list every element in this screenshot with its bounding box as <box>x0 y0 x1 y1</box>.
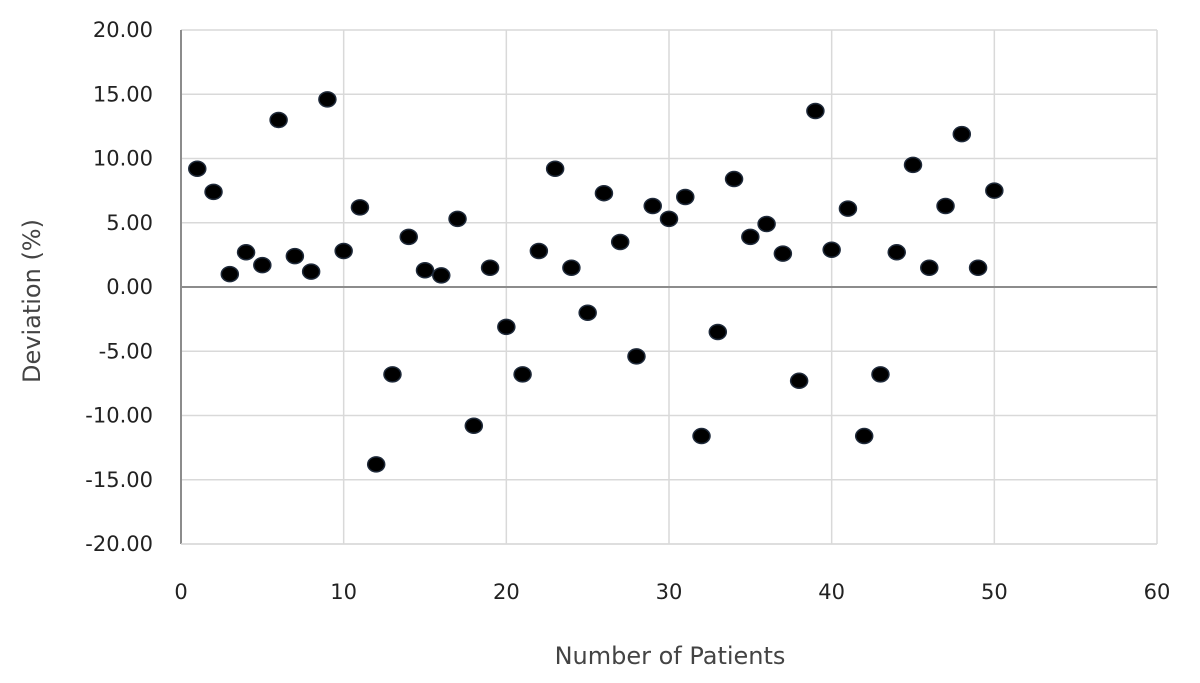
data-point <box>432 267 451 284</box>
data-point <box>415 262 435 279</box>
data-point <box>741 228 760 246</box>
data-point <box>676 188 695 206</box>
data-point <box>383 366 402 383</box>
data-point <box>708 323 728 341</box>
data-point <box>887 244 906 261</box>
data-point <box>952 125 972 143</box>
data-point <box>529 242 549 260</box>
y-tick-label: -20.00 <box>85 532 153 556</box>
data-point <box>773 245 793 262</box>
data-point <box>643 197 662 215</box>
data-point <box>480 259 500 276</box>
data-point <box>724 170 744 188</box>
tick-labels: 20.00 15.00 10.00 5.00 0.00 -5.00 -10.00 -15.00… <box>85 18 1170 604</box>
data-point <box>269 111 288 129</box>
axes <box>180 30 1157 545</box>
y-tick-label: 0.00 <box>106 275 153 299</box>
y-axis-title: Deviation (%) <box>18 219 46 383</box>
x-tick-label: 60 <box>1144 580 1171 604</box>
data-point <box>497 318 516 336</box>
data-point <box>513 366 532 383</box>
data-point <box>659 210 679 228</box>
data-point <box>220 265 240 283</box>
data-point <box>806 102 825 120</box>
data-point <box>578 304 597 321</box>
data-point <box>366 456 386 473</box>
data-point <box>562 259 581 276</box>
x-tick-label: 0 <box>174 580 187 604</box>
data-point <box>838 200 858 217</box>
data-point <box>903 156 923 174</box>
data-point <box>301 263 321 280</box>
data-point <box>285 247 305 265</box>
y-tick-label: -5.00 <box>99 339 153 363</box>
data-point <box>399 228 418 246</box>
data-point <box>936 197 955 215</box>
data-point <box>968 259 988 276</box>
data-point <box>204 183 223 201</box>
data-point <box>236 244 256 261</box>
data-point <box>692 427 711 445</box>
x-axis-title: Number of Patients <box>555 642 786 670</box>
x-tick-label: 40 <box>818 580 845 604</box>
data-point <box>464 417 484 435</box>
data-point <box>318 91 337 108</box>
x-tick-label: 10 <box>330 580 357 604</box>
y-tick-label: -15.00 <box>85 468 153 492</box>
data-point <box>920 259 939 276</box>
x-tick-label: 30 <box>656 580 683 604</box>
data-point <box>545 160 565 178</box>
data-point <box>985 182 1004 199</box>
data-point <box>757 215 776 233</box>
data-point <box>627 348 646 365</box>
data-point <box>789 372 809 390</box>
data-point <box>188 160 207 178</box>
y-tick-label: 20.00 <box>93 18 153 42</box>
x-tick-label: 20 <box>493 580 520 604</box>
data-point <box>334 242 353 260</box>
data-point <box>350 199 370 216</box>
data-point <box>610 233 630 251</box>
data-points <box>188 91 1004 473</box>
y-tick-label: -10.00 <box>85 404 153 428</box>
y-tick-label: 5.00 <box>106 211 153 235</box>
y-tick-label: 15.00 <box>93 82 153 106</box>
data-point <box>448 210 467 228</box>
x-tick-label: 50 <box>981 580 1008 604</box>
data-point <box>253 256 272 274</box>
y-tick-label: 10.00 <box>93 147 153 171</box>
data-point <box>871 366 890 383</box>
data-point <box>822 241 841 258</box>
data-point <box>854 427 874 445</box>
data-point <box>594 184 614 202</box>
